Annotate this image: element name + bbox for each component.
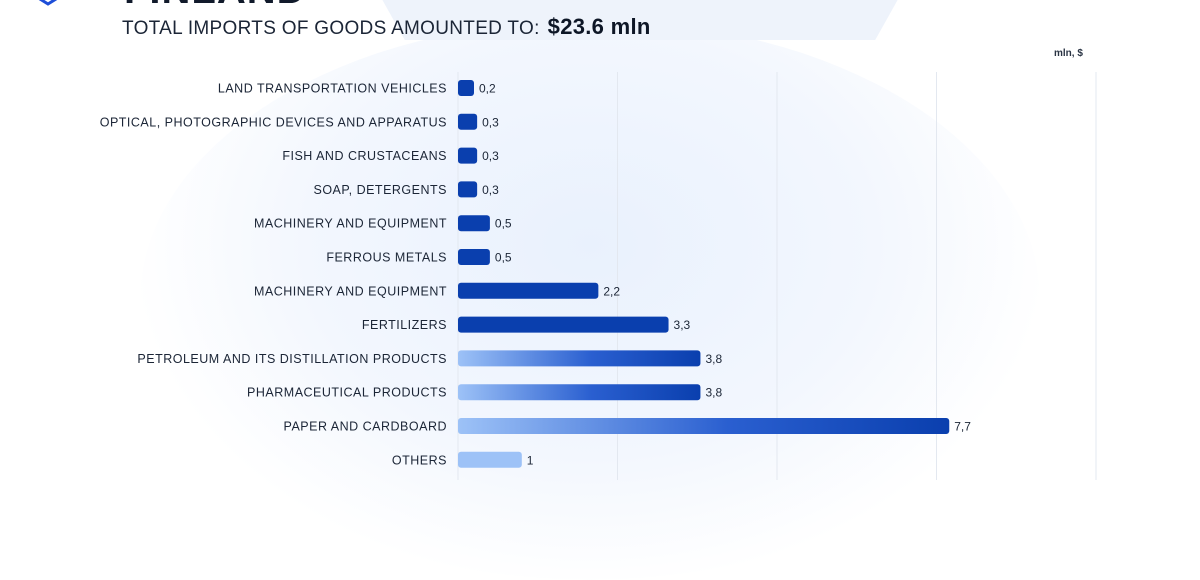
category-labels: LAND TRANSPORTATION VEHICLES OPTICAL, PHO… [100, 82, 447, 468]
value-label: 0,3 [482, 149, 499, 163]
bar [458, 316, 669, 333]
value-label: 0,3 [482, 115, 499, 129]
value-label: 1 [527, 453, 534, 467]
total-amount: $23.6 mln [547, 14, 651, 39]
bar-chart: LAND TRANSPORTATION VEHICLES OPTICAL, PHO… [100, 72, 1097, 480]
value-label: 3,8 [705, 386, 722, 400]
country-title: FINLAND [124, 0, 307, 10]
bar [458, 249, 490, 265]
value-label: 7,7 [954, 420, 971, 434]
bar [458, 113, 478, 130]
category-label: FERROUS METALS [326, 251, 447, 265]
value-label: 0,5 [495, 251, 512, 265]
category-label: FERTILIZERS [362, 318, 447, 332]
bar [458, 418, 950, 434]
category-label: MACHINERY AND EQUIPMENT [254, 217, 447, 231]
bar [458, 147, 478, 164]
category-label: PAPER AND CARDBOARD [284, 420, 447, 434]
bars [458, 80, 950, 468]
value-label: 3,3 [674, 318, 691, 332]
category-label: MACHINERY AND EQUIPMENT [254, 284, 447, 298]
category-label: OTHERS [392, 453, 447, 467]
value-label: 0,5 [495, 217, 512, 231]
background-shape [360, 0, 920, 40]
bar [458, 384, 701, 401]
category-label: SOAP, DETERGENTS [314, 183, 448, 197]
category-label: FISH AND CRUSTACEANS [282, 149, 447, 163]
bar [458, 282, 599, 299]
bar [458, 451, 522, 468]
value-label: 0,2 [479, 82, 496, 96]
bar [458, 181, 478, 198]
bar [458, 350, 701, 367]
category-label: LAND TRANSPORTATION VEHICLES [218, 82, 447, 96]
value-label: 0,3 [482, 183, 499, 197]
shield-logo-icon [38, 0, 58, 6]
category-label: OPTICAL, PHOTOGRAPHIC DEVICES AND APPARA… [100, 115, 447, 129]
value-label: 3,8 [705, 352, 722, 366]
bar [458, 215, 490, 232]
value-label: 2,2 [603, 284, 620, 298]
value-labels: 0,2 0,3 0,3 0,3 0,5 0,5 2,2 3,3 3,8 3,8 7,7 1 [479, 82, 971, 468]
category-label: PHARMACEUTICAL PRODUCTS [247, 386, 447, 400]
subtitle-text: TOTAL IMPORTS OF GOODS AMOUNTED TO: [122, 18, 540, 39]
grid-lines [457, 72, 1097, 480]
chart-subtitle: TOTAL IMPORTS OF GOODS AMOUNTED TO: $23.6… [122, 14, 651, 40]
bar [458, 80, 474, 96]
unit-label: mln, $ [1054, 48, 1083, 59]
category-label: PETROLEUM AND ITS DISTILLATION PRODUCTS [137, 352, 447, 366]
